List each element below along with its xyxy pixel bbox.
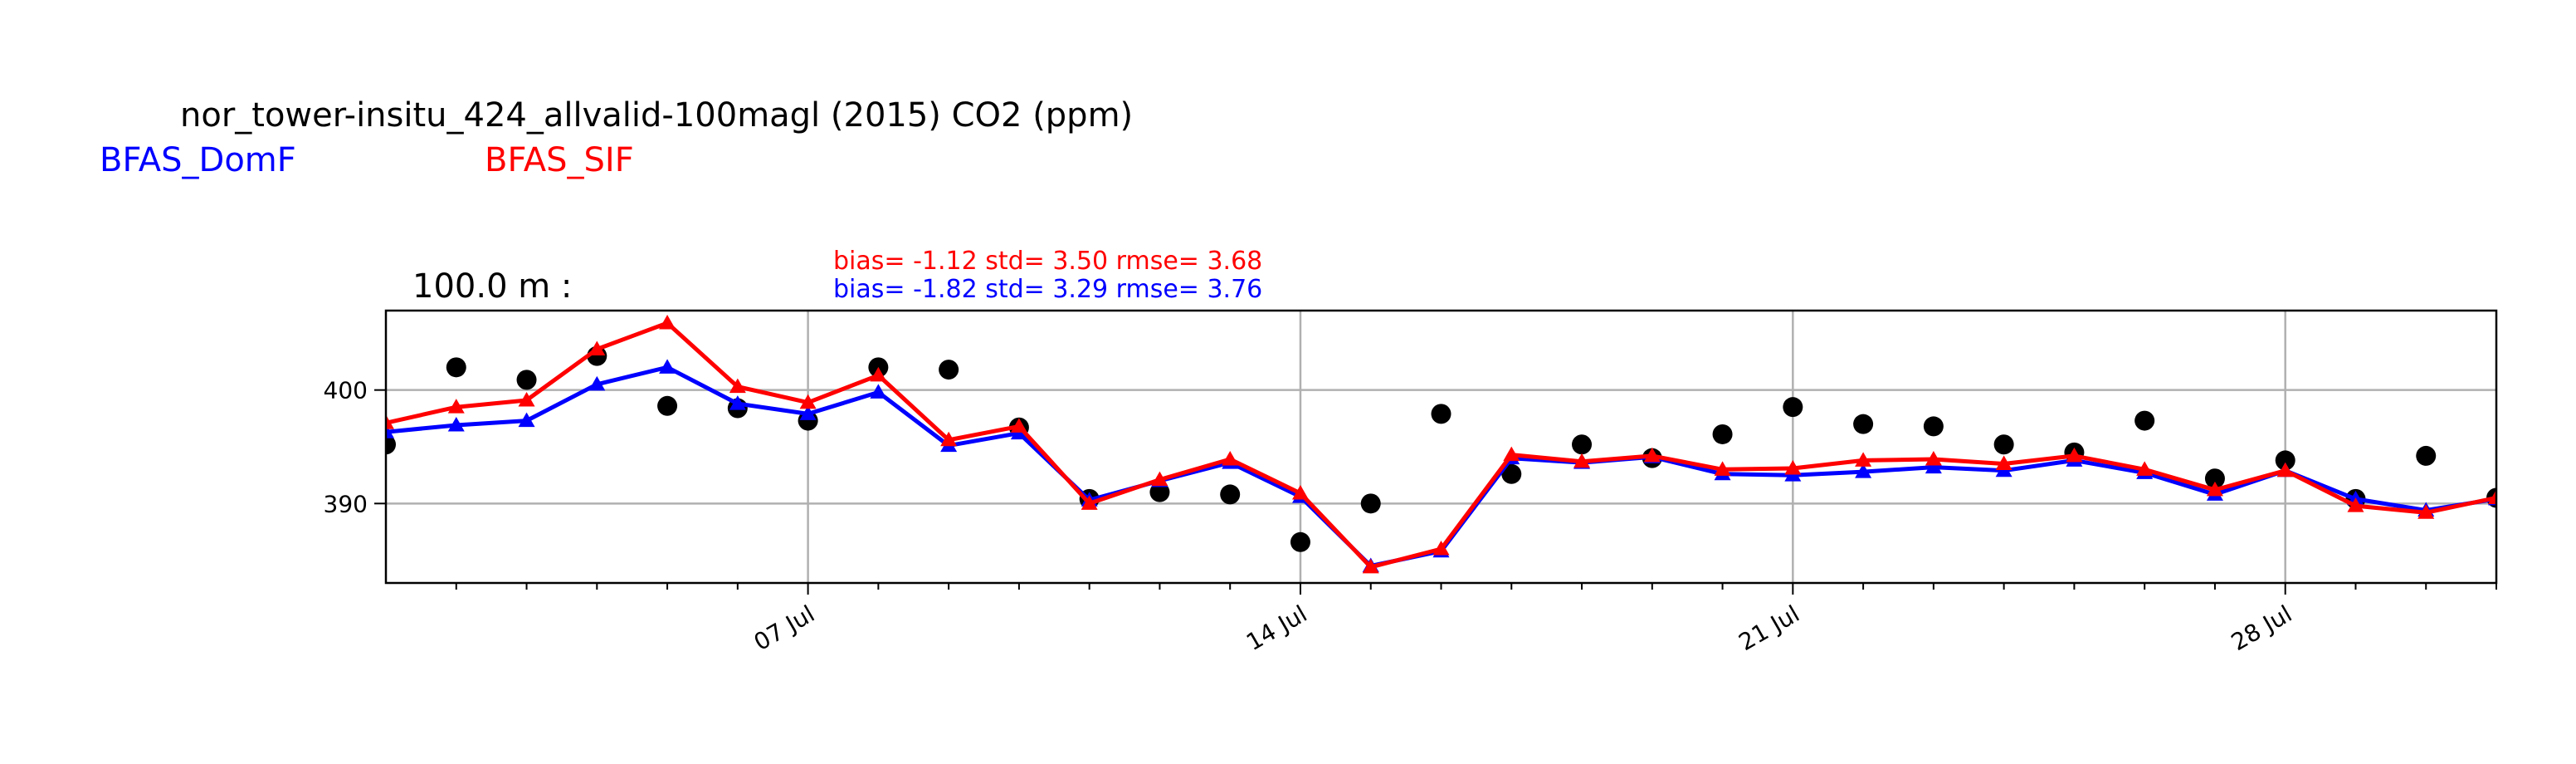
series-line-bfas-sif <box>386 321 2496 570</box>
legend-entry-bfas-sif: BFAS_SIF <box>485 141 634 179</box>
observation-point <box>446 357 466 378</box>
series-point-bfas-domf <box>447 417 465 432</box>
series-point-bfas-domf <box>659 359 676 374</box>
observation-point <box>516 370 537 390</box>
observation-point <box>1783 397 1803 418</box>
series-point-bfas-sif <box>1995 455 2013 470</box>
series-point-bfas-sif <box>1081 495 1098 510</box>
observation-point <box>1923 416 1944 437</box>
series-point-bfas-domf <box>1925 458 1942 474</box>
series-point-bfas-domf <box>1855 463 1872 478</box>
series-point-bfas-sif <box>447 399 465 414</box>
series-point-bfas-sif <box>2206 481 2223 497</box>
series-point-bfas-sif <box>729 378 746 394</box>
series-point-bfas-sif <box>1784 459 1802 475</box>
observation-point <box>1431 404 1451 424</box>
stats-bfas-domf: bias= -1.82 std= 3.29 rmse= 3.76 <box>833 275 1262 304</box>
y-tick-label: 400 <box>324 377 368 404</box>
stats-bfas-sif: bias= -1.12 std= 3.50 rmse= 3.68 <box>833 247 1262 276</box>
series-point-bfas-sif <box>2066 447 2083 463</box>
observation-point <box>1501 463 1522 484</box>
observation-point <box>1712 424 1733 444</box>
series-point-bfas-sif <box>1432 541 1450 556</box>
series-point-bfas-sif <box>870 366 887 382</box>
series-point-bfas-sif <box>518 391 535 407</box>
series-line-bfas-domf <box>386 365 2496 568</box>
series-point-bfas-sif <box>2488 489 2496 504</box>
observation-point <box>386 434 396 455</box>
observation-point <box>2134 410 2155 431</box>
series-point-bfas-sif <box>1643 447 1661 463</box>
observation-point <box>1220 484 1241 505</box>
observation-point <box>2275 450 2295 471</box>
series-point-bfas-sif <box>1573 453 1591 468</box>
axis-ticks: 07 Jul 14 Jul 21 Jul 28 Jul 390 400 <box>324 377 2497 656</box>
series-point-bfas-sif <box>1855 452 1872 467</box>
series-point-bfas-sif <box>1291 485 1309 500</box>
legend-entry-bfas-domf: BFAS_DomF <box>100 141 296 179</box>
series-point-bfas-sif <box>386 414 394 429</box>
plot-clipped-group <box>386 315 2496 574</box>
observation-point <box>1853 414 1874 434</box>
series-point-bfas-sif <box>940 431 958 447</box>
series-point-bfas-sif <box>799 394 817 409</box>
series-point-bfas-sif <box>2417 504 2435 519</box>
observation-point <box>657 395 678 416</box>
series-point-bfas-sif <box>1714 461 1731 476</box>
series-point-bfas-domf <box>518 412 535 428</box>
series-point-bfas-sif <box>1151 471 1168 487</box>
series-point-bfas-sif <box>2136 461 2154 476</box>
observation-point <box>1149 482 1170 502</box>
x-tick-label: 28 Jul <box>2227 600 2296 656</box>
chart-title: nor_tower-insitu_424_allvalid-100magl (2… <box>180 96 1133 135</box>
series-point-bfas-sif <box>1503 446 1520 462</box>
observation-point <box>1993 434 2014 455</box>
x-tick-label: 07 Jul <box>749 600 819 656</box>
series-point-bfas-sif <box>1010 418 1027 433</box>
observation-point <box>939 360 959 380</box>
observation-point <box>1572 434 1593 455</box>
observation-point <box>2204 468 2225 489</box>
observation-point <box>1290 531 1310 552</box>
series-point-bfas-domf <box>729 395 746 410</box>
panel-label: 100.0 m : <box>412 267 572 306</box>
series-point-bfas-domf <box>799 405 817 420</box>
observation-point <box>2416 445 2437 466</box>
observation-point <box>1360 493 1381 514</box>
series-point-bfas-domf <box>870 384 887 399</box>
series-point-bfas-sif <box>1222 451 1239 466</box>
series-point-bfas-sif <box>2347 497 2364 512</box>
series-point-bfas-domf <box>588 375 606 391</box>
series-point-bfas-sif <box>588 340 606 355</box>
y-tick-label: 390 <box>324 490 368 517</box>
series-point-bfas-sif <box>659 315 676 330</box>
x-tick-label: 14 Jul <box>1242 600 1311 656</box>
x-tick-label: 21 Jul <box>1734 600 1804 656</box>
series-point-bfas-sif <box>1925 451 1942 466</box>
plot-series <box>386 315 2496 574</box>
series-point-bfas-sif <box>2276 462 2294 478</box>
series-point-bfas-sif <box>1362 558 1379 574</box>
